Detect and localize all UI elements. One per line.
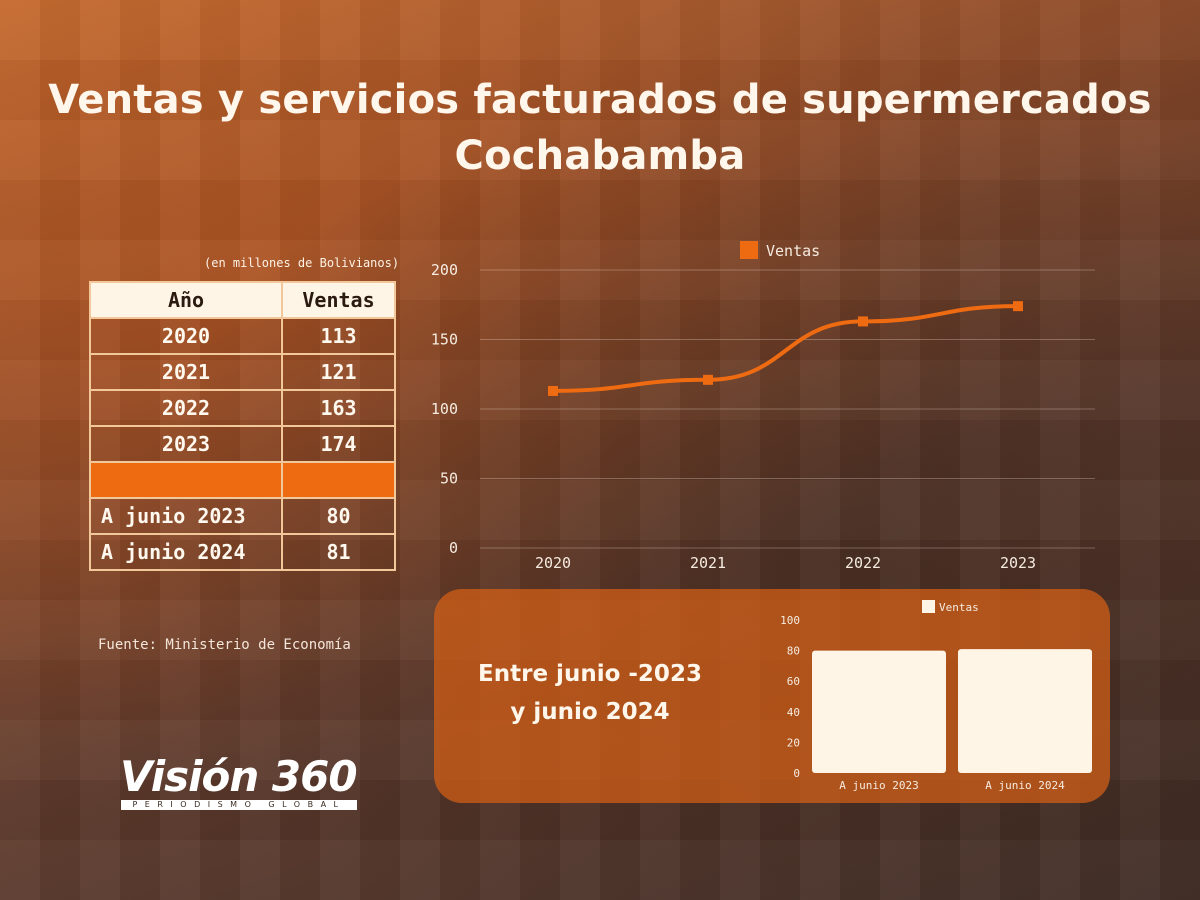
y-tick-label: 40 [787, 706, 800, 719]
y-tick-label: 200 [431, 261, 458, 279]
x-tick-label: 2020 [535, 554, 571, 572]
table-row: A junio 2023 80 [89, 497, 396, 535]
panel-caption: Entre junio -2023 y junio 2024 [470, 655, 710, 731]
table-cell-sales: 121 [281, 353, 396, 391]
title-line-1: Ventas y servicios facturados de superme… [48, 77, 1152, 123]
table-cell-year: 2023 [89, 425, 283, 463]
y-tick-label: 20 [787, 736, 800, 749]
page-title: Ventas y servicios facturados de superme… [0, 72, 1200, 184]
table-cell-sales: 81 [281, 533, 396, 571]
table-cell-sales: 174 [281, 425, 396, 463]
y-tick-label: 0 [793, 767, 800, 780]
table-header-sales: Ventas [281, 281, 396, 319]
vision360-logo: Visión 360 [120, 752, 358, 801]
table-cell-sales: 80 [281, 497, 396, 535]
source-note: Fuente: Ministerio de Economía [98, 637, 351, 653]
table-header-year: Año [89, 281, 283, 319]
panel-caption-line-2: y junio 2024 [510, 699, 670, 725]
data-point [858, 316, 868, 327]
legend-label: Ventas [939, 601, 979, 614]
line-chart: 0 50 100 150 200 2020 2021 2022 2023 Ventas [431, 241, 1095, 572]
table-header-row: Año Ventas [89, 281, 396, 319]
series-line-ventas [552, 304, 1019, 393]
units-note: (en millones de Bolivianos) [204, 256, 400, 270]
bar-chart: 0 20 40 60 80 100 A junio 2023 A junio 2024 Vent… [780, 600, 1092, 792]
bar [812, 650, 946, 773]
table-cell-sales: 113 [281, 317, 396, 355]
legend-label: Ventas [766, 242, 820, 260]
y-tick-label: 100 [431, 400, 458, 418]
x-tick-label: 2022 [845, 554, 881, 572]
y-tick-label: 0 [449, 539, 458, 557]
separator-cell [281, 461, 396, 499]
legend-swatch [740, 241, 758, 259]
y-tick-label: 50 [440, 470, 458, 488]
data-point [548, 385, 558, 396]
y-tick-label: 80 [787, 645, 800, 658]
x-tick-label: A junio 2023 [839, 779, 918, 792]
title-line-2: Cochabamba [454, 133, 746, 179]
table-cell-sales: 163 [281, 389, 396, 427]
data-point [703, 374, 713, 385]
table-cell-period: A junio 2024 [89, 533, 283, 571]
sales-table: Año Ventas 2020 113 2021 121 2022 163 20… [89, 281, 396, 571]
table-cell-year: 2020 [89, 317, 283, 355]
x-tick-label: 2021 [690, 554, 726, 572]
table-row: 2022 163 [89, 389, 396, 427]
legend-swatch [922, 600, 935, 613]
x-tick-label: 2023 [1000, 554, 1036, 572]
table-cell-year: 2021 [89, 353, 283, 391]
x-tick-label: A junio 2024 [985, 779, 1065, 792]
table-row: 2023 174 [89, 425, 396, 463]
table-row: A junio 2024 81 [89, 533, 396, 571]
bar [958, 649, 1092, 773]
logo-tagline: PERIODISMO GLOBAL [121, 800, 357, 810]
table-row: 2020 113 [89, 317, 396, 355]
y-tick-label: 100 [780, 614, 800, 627]
table-cell-year: 2022 [89, 389, 283, 427]
data-point [1013, 301, 1023, 312]
panel-caption-line-1: Entre junio -2023 [478, 661, 702, 687]
table-separator-row [89, 461, 396, 499]
separator-cell [89, 461, 283, 499]
y-tick-label: 60 [787, 675, 800, 688]
y-tick-label: 150 [431, 331, 458, 349]
table-cell-period: A junio 2023 [89, 497, 283, 535]
table-row: 2021 121 [89, 353, 396, 391]
